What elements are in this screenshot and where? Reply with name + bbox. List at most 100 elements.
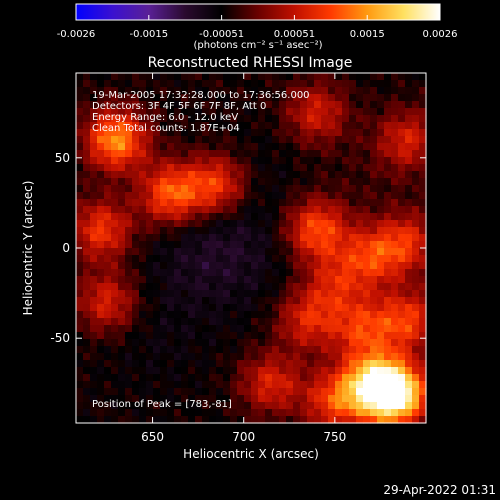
heatmap-cell — [251, 388, 259, 396]
heatmap-cell — [349, 346, 357, 354]
heatmap-cell — [258, 276, 266, 284]
heatmap-cell — [83, 136, 91, 144]
heatmap-cell — [286, 206, 294, 214]
heatmap-cell — [195, 171, 203, 179]
heatmap-cell — [230, 367, 238, 375]
heatmap-cell — [244, 115, 252, 123]
heatmap-cell — [300, 115, 308, 123]
heatmap-cell — [223, 304, 231, 312]
heatmap-cell — [307, 101, 315, 109]
heatmap-cell — [307, 416, 315, 424]
heatmap-cell — [286, 360, 294, 368]
heatmap-cell — [132, 192, 140, 200]
heatmap-cell — [300, 143, 308, 151]
heatmap-cell — [174, 150, 182, 158]
heatmap-cell — [167, 248, 175, 256]
heatmap-cell — [412, 374, 420, 382]
heatmap-cell — [384, 346, 392, 354]
heatmap-cell — [279, 108, 287, 116]
heatmap-cell — [174, 353, 182, 361]
heatmap-cell — [90, 353, 98, 361]
heatmap-cell — [314, 73, 322, 81]
heatmap-cell — [132, 346, 140, 354]
heatmap-cell — [237, 220, 245, 228]
heatmap-cell — [279, 325, 287, 333]
heatmap-cell — [104, 178, 112, 186]
heatmap-cell — [328, 213, 336, 221]
heatmap-cell — [216, 115, 224, 123]
heatmap-cell — [202, 227, 210, 235]
heatmap-cell — [335, 136, 343, 144]
heatmap-cell — [370, 346, 378, 354]
heatmap-cell — [251, 367, 259, 375]
heatmap-cell — [377, 115, 385, 123]
heatmap-cell — [272, 290, 280, 298]
heatmap-cell — [90, 213, 98, 221]
heatmap-cell — [391, 185, 399, 193]
heatmap-cell — [237, 94, 245, 102]
heatmap-cell — [363, 248, 371, 256]
heatmap-cell — [349, 367, 357, 375]
heatmap-cell — [363, 227, 371, 235]
heatmap-cell — [286, 290, 294, 298]
heatmap-cell — [230, 262, 238, 270]
heatmap-cell — [153, 199, 161, 207]
heatmap-cell — [118, 367, 126, 375]
heatmap-cell — [349, 360, 357, 368]
heatmap-cell — [132, 150, 140, 158]
heatmap-cell — [398, 346, 406, 354]
heatmap-cell — [349, 276, 357, 284]
heatmap-cell — [230, 220, 238, 228]
heatmap-cell — [83, 367, 91, 375]
heatmap-cell — [398, 269, 406, 277]
heatmap-cell — [167, 192, 175, 200]
heatmap-cell — [153, 395, 161, 403]
heatmap-cell — [188, 318, 196, 326]
heatmap-cell — [202, 73, 210, 81]
heatmap-cell — [132, 262, 140, 270]
heatmap-cell — [118, 339, 126, 347]
heatmap-cell — [321, 346, 329, 354]
heatmap-cell — [174, 304, 182, 312]
heatmap-cell — [405, 360, 413, 368]
heatmap-cell — [272, 248, 280, 256]
heatmap-cell — [97, 206, 105, 214]
heatmap-cell — [293, 409, 301, 417]
heatmap-cell — [111, 80, 119, 88]
heatmap-cell — [195, 136, 203, 144]
heatmap-cell — [412, 199, 420, 207]
heatmap-cell — [132, 248, 140, 256]
heatmap-cell — [139, 234, 147, 242]
heatmap-cell — [349, 409, 357, 417]
heatmap-cell — [251, 262, 259, 270]
heatmap-cell — [370, 143, 378, 151]
heatmap-cell — [104, 73, 112, 81]
heatmap-cell — [265, 318, 273, 326]
heatmap-cell — [391, 388, 399, 396]
heatmap-cell — [300, 297, 308, 305]
heatmap-cell — [167, 73, 175, 81]
heatmap-cell — [272, 101, 280, 109]
heatmap-cell — [244, 332, 252, 340]
heatmap-cell — [76, 206, 84, 214]
heatmap-cell — [286, 136, 294, 144]
heatmap-cell — [244, 129, 252, 137]
heatmap-cell — [335, 353, 343, 361]
heatmap-cell — [398, 388, 406, 396]
heatmap-cell — [195, 248, 203, 256]
heatmap-cell — [244, 360, 252, 368]
heatmap-cell — [167, 360, 175, 368]
heatmap-cell — [363, 213, 371, 221]
heatmap-cell — [90, 122, 98, 130]
heatmap-cell — [132, 283, 140, 291]
heatmap-cell — [83, 108, 91, 116]
heatmap-cell — [398, 206, 406, 214]
heatmap-cell — [286, 402, 294, 410]
heatmap-cell — [237, 353, 245, 361]
heatmap-cell — [125, 143, 133, 151]
heatmap-cell — [363, 311, 371, 319]
heatmap-cell — [76, 283, 84, 291]
heatmap-cell — [104, 220, 112, 228]
heatmap-cell — [237, 178, 245, 186]
heatmap-cell — [125, 227, 133, 235]
